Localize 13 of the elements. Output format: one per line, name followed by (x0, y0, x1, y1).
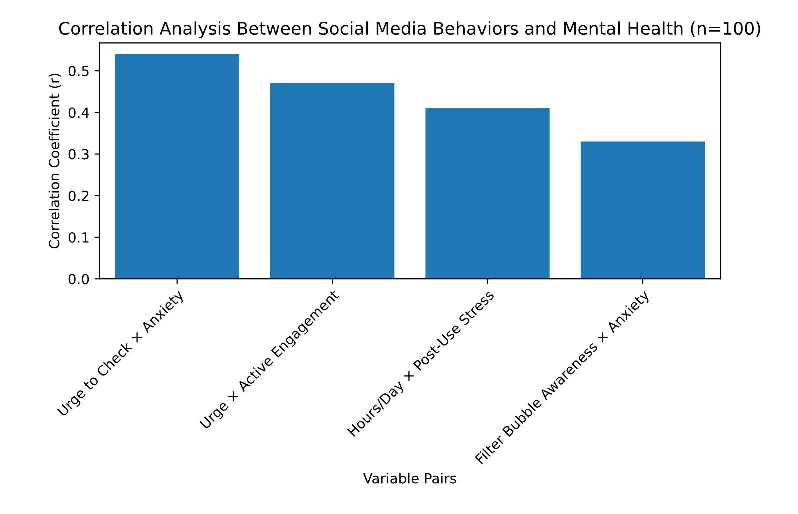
y-tick-label: 0.3 (68, 149, 89, 160)
chart-title: Correlation Analysis Between Social Media Behaviors and Mental Health (n=100) (59, 22, 760, 38)
bar (270, 84, 395, 280)
bar (580, 142, 706, 280)
y-tick-label: 0.2 (68, 190, 89, 202)
bar (115, 54, 240, 280)
y-axis-title: Correlation Coefficient (r) (48, 74, 62, 249)
y-tick-label: 0.5 (68, 66, 89, 77)
y-tick-label: 0.4 (68, 108, 90, 118)
x-axis-title: Variable Pairs (363, 473, 456, 484)
bar (426, 108, 550, 280)
y-tick-label: 0.0 (68, 274, 90, 285)
y-tick-label: 0.1 (68, 232, 89, 243)
